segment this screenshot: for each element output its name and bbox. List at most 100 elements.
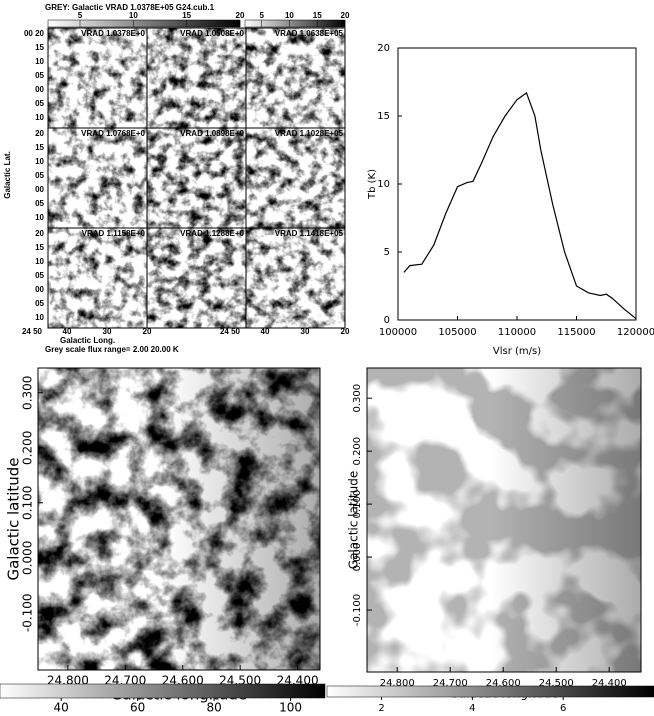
x-tick-label: 100000 (379, 327, 417, 338)
colorbar-tick-label: 6 (560, 703, 566, 714)
x-tick-label: 120000 (617, 327, 654, 338)
y-tick-label: 0.200 (352, 437, 363, 466)
y-tick-label: 10 (35, 57, 44, 66)
x-tick-label: 24.800 (380, 678, 415, 689)
x-tick-label: 30 (301, 327, 310, 336)
y-tick-label: 10 (35, 213, 44, 222)
y-tick-label: 0.000 (21, 541, 35, 575)
map-shade (38, 368, 320, 670)
plot-frame (366, 367, 642, 673)
panel-label: VRAD 1.1288E+0 (180, 229, 244, 238)
colorbar-tick-label: 100 (279, 701, 302, 715)
colorbar-tick-label: 80 (206, 701, 221, 715)
channel-map (48, 228, 147, 328)
x-tick-label: 110000 (498, 327, 536, 338)
map-shade (367, 368, 641, 672)
y-tick-label: 0.100 (21, 486, 35, 520)
colorbar-tick-label: 5 (78, 11, 83, 20)
y-tick-label: 0.000 (352, 543, 363, 572)
x-tick-label: 40 (261, 327, 270, 336)
panel-label: VRAD 1.1028E+05 (275, 129, 344, 138)
x-tick-label: 115000 (557, 327, 595, 338)
y-tick-label: 10 (35, 257, 44, 266)
y-tick-label: 00 (35, 185, 44, 194)
colorbar (0, 683, 326, 699)
y-tick-label: 05 (35, 271, 44, 280)
colorbar-tick-label: 10 (285, 11, 294, 20)
y-tick-label: 5 (384, 247, 390, 258)
y-tick-label: 15 (35, 43, 44, 52)
colorbar (47, 19, 241, 28)
y-tick-label: 10 (35, 157, 44, 166)
x-axis-label: Galactic Long. (60, 336, 115, 345)
y-tick-label: 00 (35, 85, 44, 94)
channel-map (246, 28, 345, 128)
y-axis-label: Galactic Lat. (3, 151, 12, 199)
y-tick-label: 15 (35, 243, 44, 252)
panel-label: VRAD 1.0378E+0 (81, 29, 145, 38)
y-tick-label: 0 (384, 315, 390, 326)
channel-map (147, 228, 246, 328)
channel-map (147, 28, 246, 128)
y-tick-label: 10 (35, 313, 44, 322)
panel-label: VRAD 1.0508E+0 (180, 29, 244, 38)
y-tick-label: 0.100 (352, 490, 363, 519)
x-tick-label: 20 (143, 327, 152, 336)
panel-label: VRAD 1.0898E+0 (180, 129, 244, 138)
y-tick-label: 10 (377, 179, 390, 190)
panel-label: VRAD 1.0638E+05 (275, 29, 344, 38)
y-axis-label: Tb (K) (367, 169, 378, 200)
x-tick-label: 24 50 (220, 327, 241, 336)
y-tick-label: 00 (35, 285, 44, 294)
colorbar (326, 685, 654, 698)
y-tick-label: 05 (35, 99, 44, 108)
channel-map (48, 128, 147, 228)
y-tick-label: 15 (377, 111, 390, 122)
colorbar-tick-label: 20 (236, 11, 245, 20)
x-tick-label: 24.500 (539, 678, 574, 689)
colorbar-tick-label: 15 (313, 11, 322, 20)
x-tick-label: 24.600 (486, 678, 521, 689)
plot-frame (37, 367, 321, 671)
y-tick-label: 0.300 (21, 376, 35, 410)
y-tick-label: 20 (377, 43, 390, 54)
spectrum-line (403, 91, 637, 320)
colorbar-tick-label: 15 (182, 11, 191, 20)
panel-label: VRAD 1.1158E+0 (82, 229, 146, 238)
y-tick-label: 10 (35, 113, 44, 122)
x-tick-label: 20 (341, 327, 350, 336)
colorbar-tick-label: 60 (130, 701, 145, 715)
y-tick-label: -0.100 (352, 594, 363, 626)
x-tick-label: 24.700 (433, 678, 468, 689)
y-tick-label: 05 (35, 299, 44, 308)
panel-label: VRAD 1.1418E+05 (275, 229, 344, 238)
footer: Grey scale flux range= 2.00 20.00 K (45, 345, 179, 354)
colorbar (244, 19, 346, 28)
colorbar-tick-label: 5 (259, 11, 264, 20)
x-tick-label: 24.400 (592, 678, 627, 689)
y-tick-label: 00 20 (24, 29, 45, 38)
plot-frame (397, 47, 637, 321)
y-tick-label: 0.300 (352, 384, 363, 413)
panel-frame (245, 227, 346, 329)
y-axis-label: Galactic latitude (347, 471, 361, 569)
x-tick-label: 105000 (438, 327, 476, 338)
y-tick-label: 20 (35, 129, 44, 138)
colorbar-tick-label: 20 (341, 11, 350, 20)
colorbar-tick-label: 10 (129, 11, 138, 20)
colorbar-tick-label: 40 (54, 701, 69, 715)
y-tick-label: 15 (35, 143, 44, 152)
x-tick-label: 40 (63, 327, 72, 336)
panel-label: VRAD 1.0768E+0 (81, 129, 145, 138)
channel-map (48, 28, 147, 128)
colorbar-tick-label: 2 (378, 703, 384, 714)
y-tick-label: 20 (35, 229, 44, 238)
y-tick-label: 0.200 (21, 431, 35, 465)
y-tick-label: -0.100 (21, 593, 35, 632)
y-tick-label: 05 (35, 199, 44, 208)
y-tick-label: 05 (35, 171, 44, 180)
channel-map (246, 228, 345, 328)
channel-map (246, 128, 345, 228)
x-tick-label: 24 50 (22, 327, 43, 336)
